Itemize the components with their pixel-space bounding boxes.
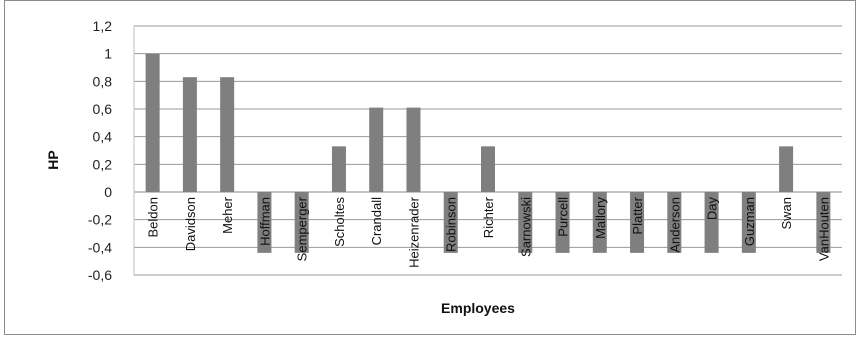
bar-guzman bbox=[741, 192, 756, 253]
y-axis-title: HP bbox=[45, 150, 61, 169]
category-label: Day bbox=[705, 197, 720, 221]
category-label: Semperger bbox=[295, 196, 310, 261]
bar-platter bbox=[630, 192, 645, 253]
bar-heizenrader bbox=[406, 107, 421, 192]
y-tick-label: 0,8 bbox=[93, 73, 113, 89]
category-label: Crandall bbox=[369, 197, 384, 246]
x-axis-title: Employees bbox=[441, 300, 515, 316]
category-label: Beldon bbox=[146, 197, 161, 237]
bar-richter bbox=[481, 146, 495, 192]
category-label: Anderson bbox=[667, 197, 682, 253]
bar-davidson bbox=[182, 77, 197, 192]
category-label: Davidson bbox=[183, 197, 198, 251]
category-label: VanHouten bbox=[816, 197, 831, 261]
bar-semperger bbox=[294, 192, 309, 253]
category-label: Swan bbox=[779, 197, 794, 230]
y-tick-label: 0 bbox=[104, 184, 112, 200]
bar-scholtes bbox=[331, 146, 346, 192]
bar-mallory bbox=[592, 192, 607, 253]
bar-sarnowski bbox=[518, 192, 533, 253]
category-label: Sarnowski bbox=[518, 197, 533, 257]
category-labels: Beldon Davidson Meher Hoffman Semperger Schol… bbox=[146, 196, 832, 267]
y-tick-label: -0,6 bbox=[88, 267, 112, 283]
y-tick-label: -0,4 bbox=[88, 239, 112, 255]
bar-meher bbox=[220, 77, 235, 192]
category-label: Hoffman bbox=[257, 197, 272, 246]
category-label: Platter bbox=[630, 196, 645, 234]
y-tick-label: -0,2 bbox=[88, 212, 112, 228]
bar-day bbox=[704, 192, 719, 253]
bar-beldon bbox=[145, 53, 160, 192]
y-tick-label: 1,2 bbox=[93, 18, 113, 34]
category-label: Purcell bbox=[556, 197, 571, 237]
y-tick-label: 1 bbox=[104, 46, 112, 62]
y-tick-label: 0,2 bbox=[93, 156, 113, 172]
y-tick-label: 0,4 bbox=[93, 129, 113, 145]
y-tick-labels: 1,2 1 0,8 0,6 0,4 0,2 0 -0,2 -0,4 -0,6 bbox=[88, 18, 112, 283]
bar-vanhouten bbox=[816, 192, 831, 253]
category-label: Scholtes bbox=[332, 197, 347, 247]
y-tick-label: 0,6 bbox=[93, 101, 113, 117]
bar-swan bbox=[779, 146, 794, 192]
bar-hoffman bbox=[257, 192, 272, 253]
gridlines bbox=[134, 25, 842, 276]
bar-crandall bbox=[369, 107, 384, 192]
category-label: Heizenrader bbox=[406, 196, 421, 267]
bar-anderson bbox=[667, 192, 682, 253]
category-label: Richter bbox=[481, 196, 496, 238]
category-label: Mallory bbox=[593, 197, 608, 239]
category-label: Robinson bbox=[444, 197, 459, 252]
bars bbox=[145, 53, 831, 253]
category-label: Meher bbox=[220, 196, 235, 234]
category-label: Guzman bbox=[742, 197, 757, 246]
bar-robinson bbox=[443, 192, 458, 253]
bar-purcell bbox=[555, 192, 570, 253]
